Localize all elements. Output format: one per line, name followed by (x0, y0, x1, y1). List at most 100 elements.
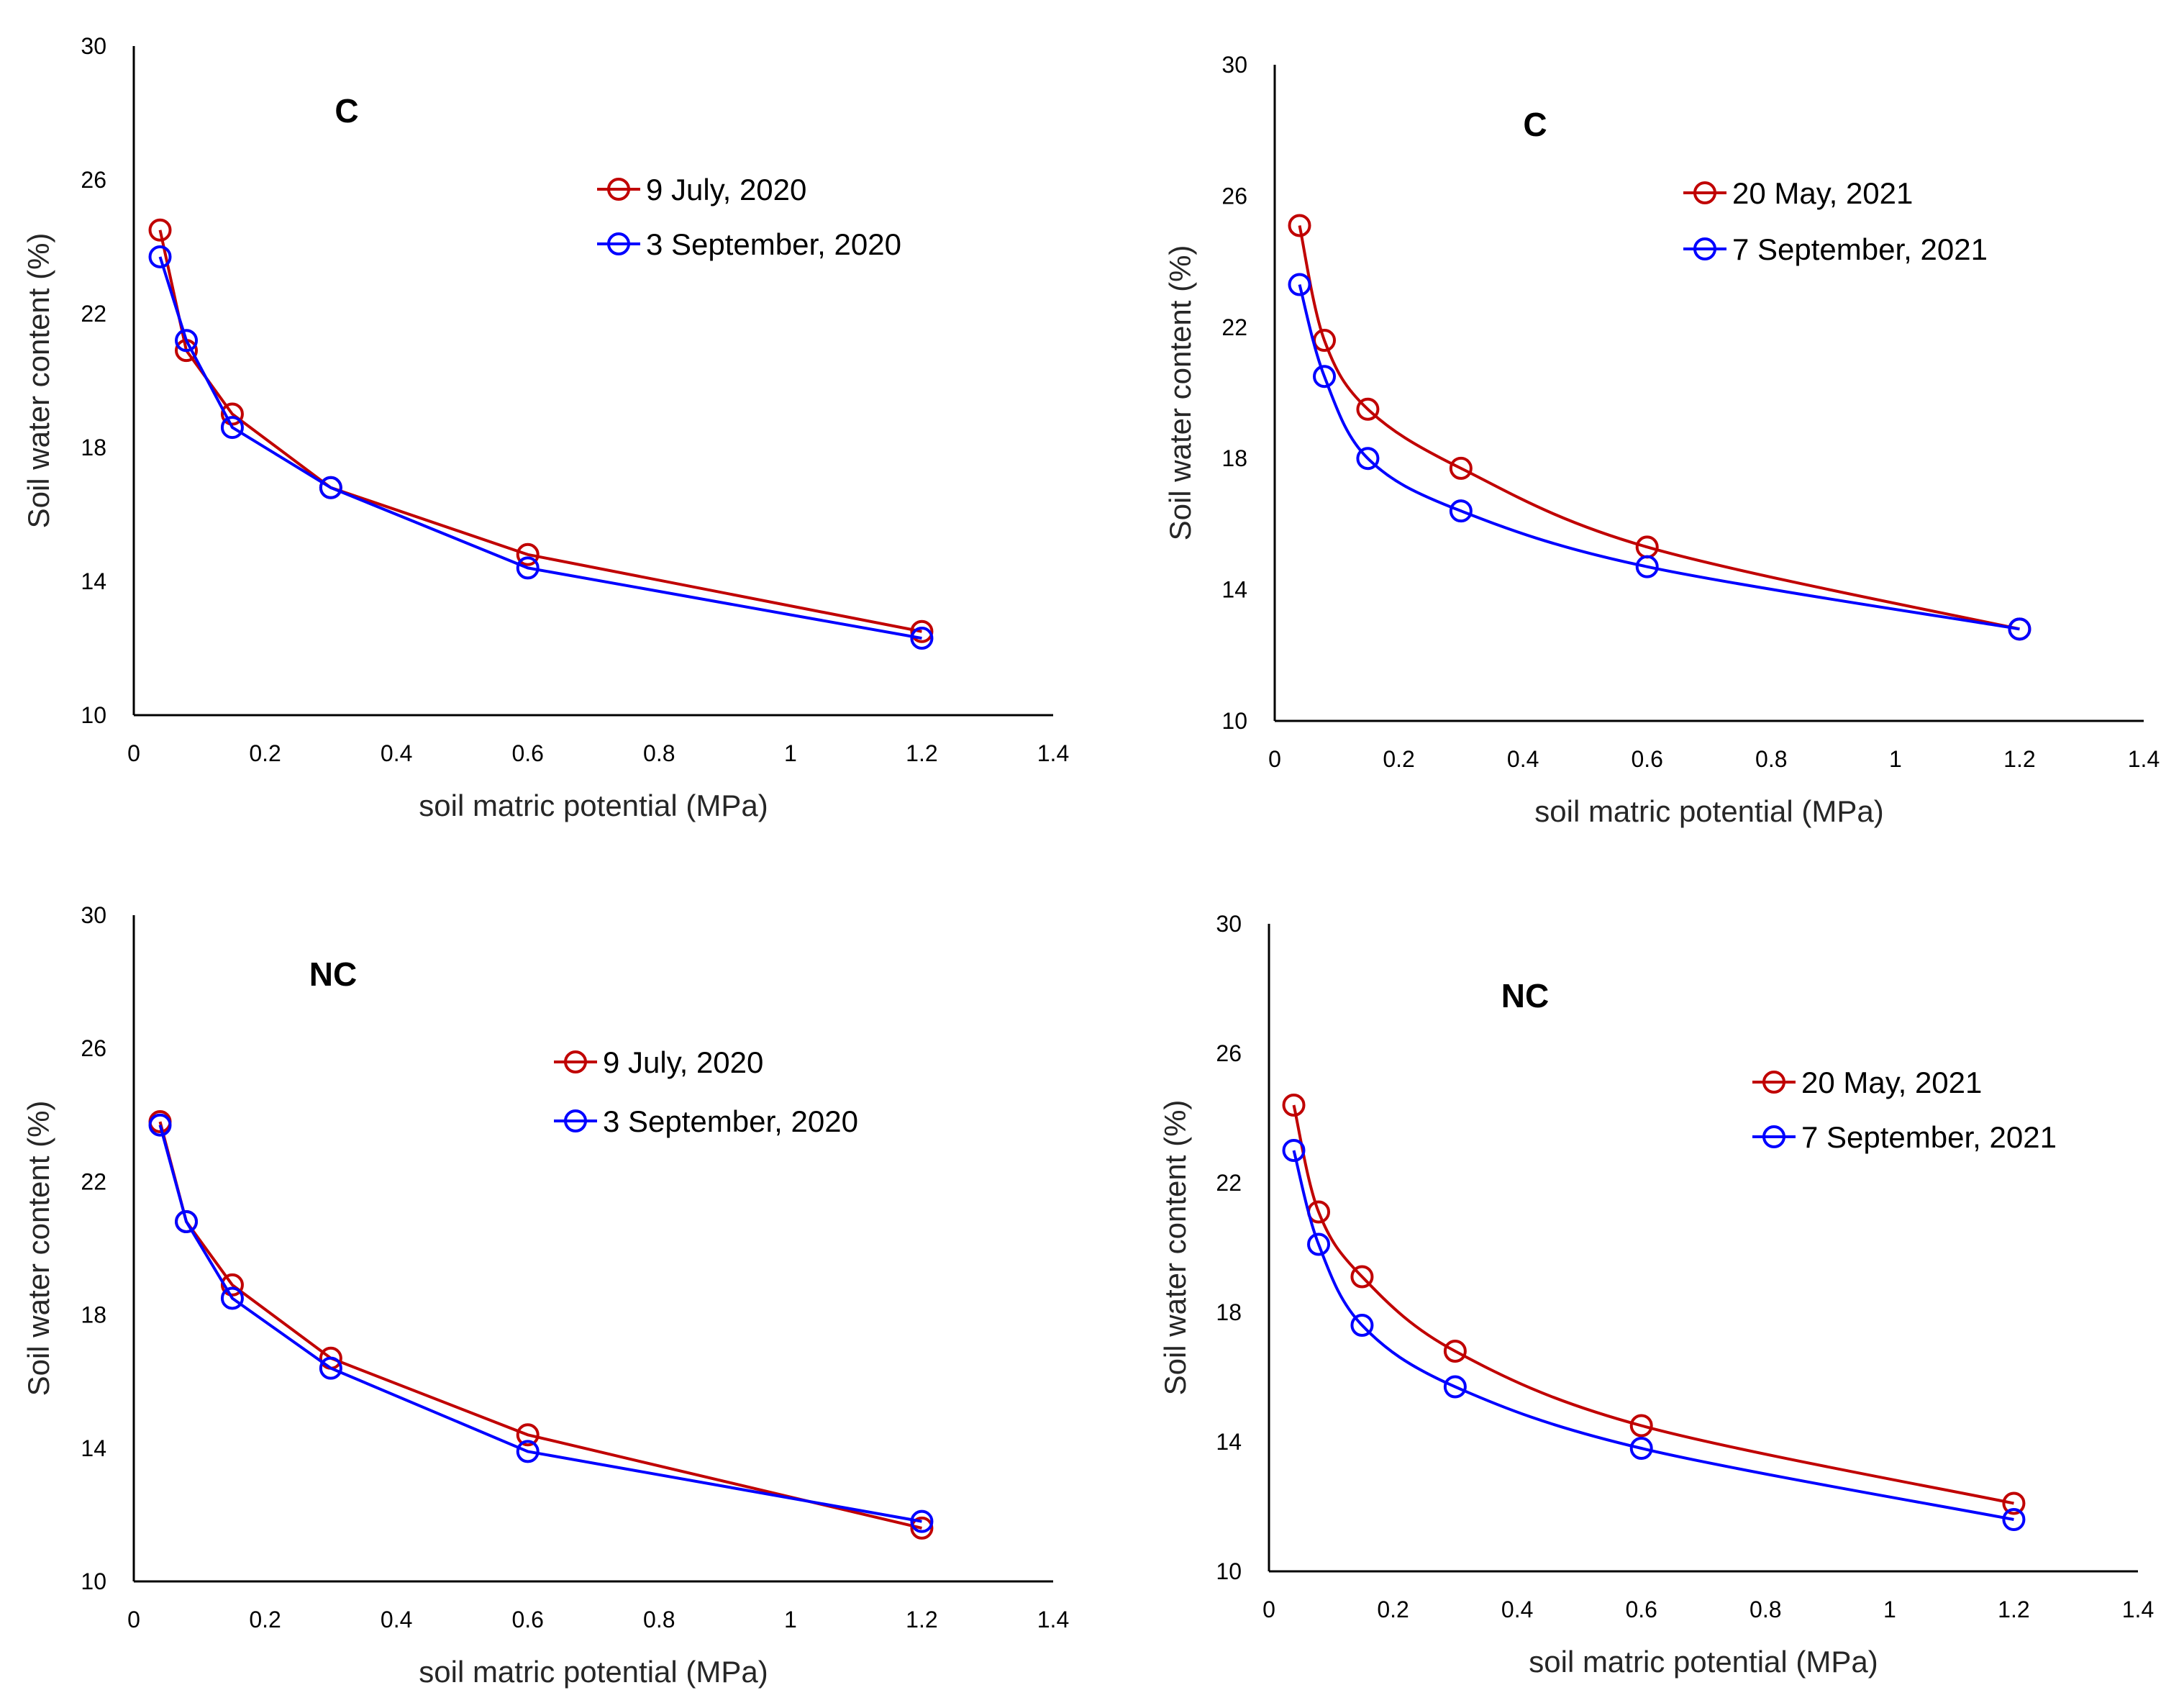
x-tick-label: 0.4 (381, 740, 412, 766)
data-point (516, 542, 540, 566)
legend-entry: 7 September, 2021 (1683, 232, 1988, 266)
data-point (1356, 447, 1380, 471)
y-tick-label: 10 (81, 1568, 106, 1594)
data-point (2002, 1508, 2026, 1531)
data-point (148, 245, 172, 268)
legend-entry: 9 July, 2020 (554, 1045, 763, 1079)
x-tick-label: 0 (127, 1607, 140, 1632)
legend-swatch-marker (1762, 1071, 1785, 1094)
y-axis-title: Soil water content (%) (1163, 245, 1197, 541)
x-tick-label: 0.8 (1755, 746, 1787, 772)
legend-entry: 7 September, 2021 (1752, 1120, 2057, 1154)
x-tick-label: 1.2 (906, 1607, 937, 1632)
x-tick-label: 0.8 (643, 1607, 675, 1632)
data-point (148, 218, 172, 242)
legend-swatch-marker (564, 1109, 587, 1132)
legend-entry: 20 May, 2021 (1683, 176, 1913, 210)
data-point (1443, 1375, 1467, 1399)
y-tick-label: 22 (1221, 314, 1247, 340)
data-point (2002, 1491, 2026, 1515)
x-tick-label: 1.4 (2128, 746, 2160, 772)
legend-entry: 3 September, 2020 (554, 1104, 858, 1138)
chart-panel: 10 14 18 22 26 30 0 0.2 0.4 0.6 0.8 1 1.2 1.4 soil mat… (1163, 52, 2160, 828)
x-tick-label: 1 (784, 1607, 797, 1632)
x-tick-label: 0.6 (511, 1607, 543, 1632)
y-tick-label: 18 (81, 435, 106, 460)
legend-swatch-marker (564, 1050, 587, 1073)
legend-entry: 3 September, 2020 (597, 227, 901, 261)
data-point (175, 1209, 199, 1233)
data-point (148, 1113, 172, 1137)
y-tick-label: 14 (81, 1435, 106, 1461)
legend-swatch-marker (1693, 237, 1716, 260)
series-group (148, 1113, 934, 1533)
y-tick-label: 14 (1216, 1429, 1242, 1455)
data-point (1635, 555, 1659, 578)
data-point (1288, 214, 1311, 237)
legend-entry: 9 July, 2020 (597, 173, 806, 206)
x-tick-label: 0.8 (643, 740, 675, 766)
series-group (148, 1110, 934, 1540)
series-group (1288, 273, 2031, 641)
y-tick-label: 18 (1216, 1299, 1242, 1325)
data-point (220, 1273, 244, 1296)
x-tick-label: 0.6 (1625, 1597, 1657, 1622)
legend-entry: 20 May, 2021 (1752, 1066, 1982, 1099)
y-tick-label: 26 (81, 167, 106, 193)
panel-label: NC (1501, 977, 1549, 1014)
series-line (1298, 225, 2020, 631)
series-group (1282, 1139, 2026, 1531)
panel-label: C (1523, 106, 1547, 143)
x-tick-label: 0.2 (249, 740, 281, 766)
x-tick-label: 1 (1883, 1597, 1896, 1622)
y-tick-label: 14 (1221, 577, 1247, 603)
legend-label: 7 September, 2021 (1801, 1120, 2057, 1154)
legend-swatch-marker (1693, 181, 1716, 204)
data-point (1449, 456, 1473, 480)
series-group (148, 245, 934, 650)
series-line (1298, 283, 2020, 631)
data-point (175, 329, 199, 353)
y-axis-title: Soil water content (%) (22, 233, 55, 529)
data-point (319, 1356, 342, 1380)
x-tick-label: 1.2 (1998, 1597, 2029, 1622)
x-tick-label: 1.4 (1037, 1607, 1069, 1632)
chart-panel: 10 14 18 22 26 30 0 0.2 0.4 0.6 0.8 1 1.2 1.4 soil mat… (22, 33, 1069, 822)
legend-swatch-marker (607, 232, 630, 255)
panel-label: C (335, 92, 358, 130)
series-group (1288, 214, 2031, 641)
data-point (1629, 1437, 1653, 1460)
data-point (516, 1440, 540, 1463)
y-axis-title: Soil water content (%) (1158, 1100, 1192, 1396)
legend-label: 3 September, 2020 (603, 1104, 858, 1138)
y-tick-label: 14 (81, 568, 106, 594)
y-tick-label: 18 (81, 1302, 106, 1328)
x-tick-label: 0.4 (1507, 746, 1539, 772)
y-tick-label: 30 (81, 33, 106, 59)
series-group (148, 218, 934, 643)
series-line (158, 1121, 922, 1530)
legend-label: 7 September, 2021 (1732, 232, 1988, 266)
x-tick-label: 1 (784, 740, 797, 766)
y-tick-label: 22 (81, 1168, 106, 1194)
y-tick-label: 10 (1221, 708, 1247, 734)
series-line (1292, 1150, 2014, 1521)
legend-label: 9 July, 2020 (603, 1045, 763, 1079)
legend-label: 3 September, 2020 (646, 227, 901, 261)
y-tick-label: 30 (81, 902, 106, 928)
x-tick-label: 0.4 (1501, 1597, 1533, 1622)
x-tick-label: 1.4 (1037, 740, 1069, 766)
x-axis-title: soil matric potential (MPa) (1529, 1645, 1878, 1679)
y-tick-label: 18 (1221, 445, 1247, 471)
y-tick-label: 26 (1221, 183, 1247, 209)
data-point (1313, 365, 1337, 389)
data-point (1449, 499, 1473, 523)
data-point (910, 1516, 934, 1540)
data-point (910, 627, 934, 650)
y-tick-label: 10 (1216, 1558, 1242, 1584)
series-line (1292, 1104, 2014, 1505)
series-line (158, 1125, 922, 1523)
x-axis-title: soil matric potential (MPa) (419, 1655, 768, 1689)
x-tick-label: 1 (1889, 746, 1902, 772)
legend-swatch-marker (607, 178, 630, 201)
